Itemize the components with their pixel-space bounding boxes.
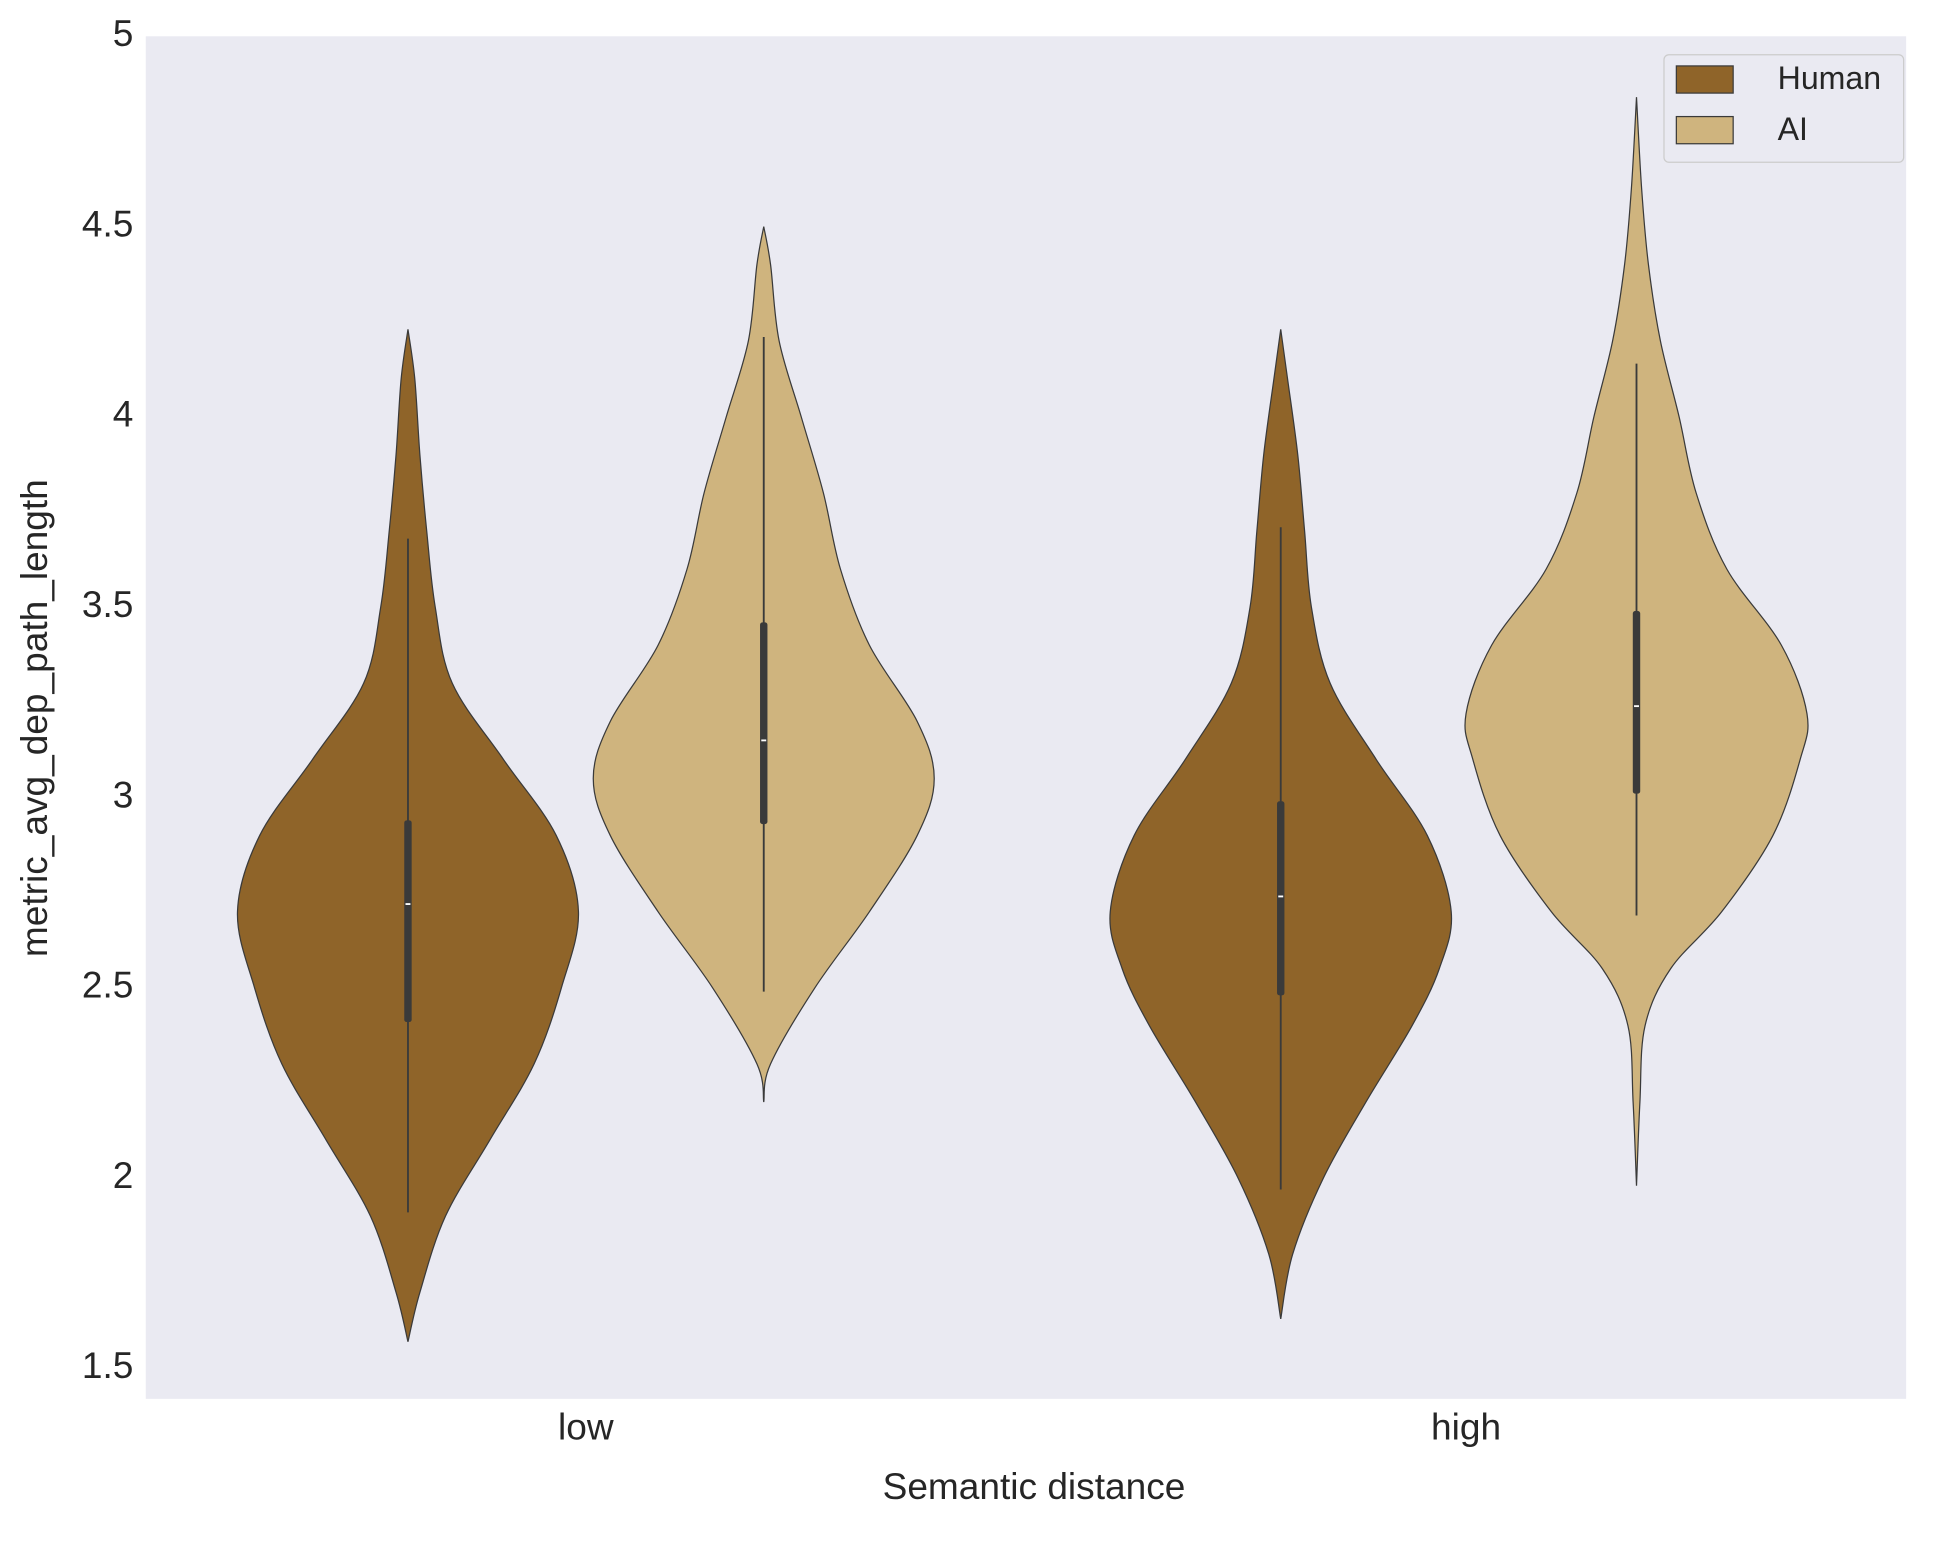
x-axis-label: Semantic distance bbox=[883, 1465, 1186, 1507]
y-tick-label: 3.5 bbox=[82, 583, 134, 625]
y-tick-label: 3 bbox=[113, 773, 134, 815]
x-tick-label: high bbox=[1431, 1406, 1501, 1448]
legend-swatch bbox=[1675, 65, 1734, 94]
y-tick-label: 2.5 bbox=[82, 964, 134, 1006]
iqr-box bbox=[760, 622, 768, 825]
y-tick-label: 4.5 bbox=[82, 202, 134, 244]
y-tick-label: 5 bbox=[113, 12, 134, 54]
legend-label: Human bbox=[1778, 60, 1882, 96]
legend-label: AI bbox=[1778, 111, 1808, 147]
iqr-box bbox=[1632, 610, 1641, 794]
y-tick-label: 4 bbox=[113, 393, 134, 435]
iqr-box bbox=[1277, 801, 1285, 996]
iqr-box bbox=[404, 820, 412, 1023]
y-axis-label: metric_avg_dep_path_length bbox=[13, 479, 55, 957]
y-tick-label: 1.5 bbox=[82, 1344, 134, 1386]
x-tick-label: low bbox=[558, 1406, 614, 1448]
y-tick-label: 2 bbox=[113, 1154, 134, 1196]
legend-swatch bbox=[1675, 115, 1734, 145]
